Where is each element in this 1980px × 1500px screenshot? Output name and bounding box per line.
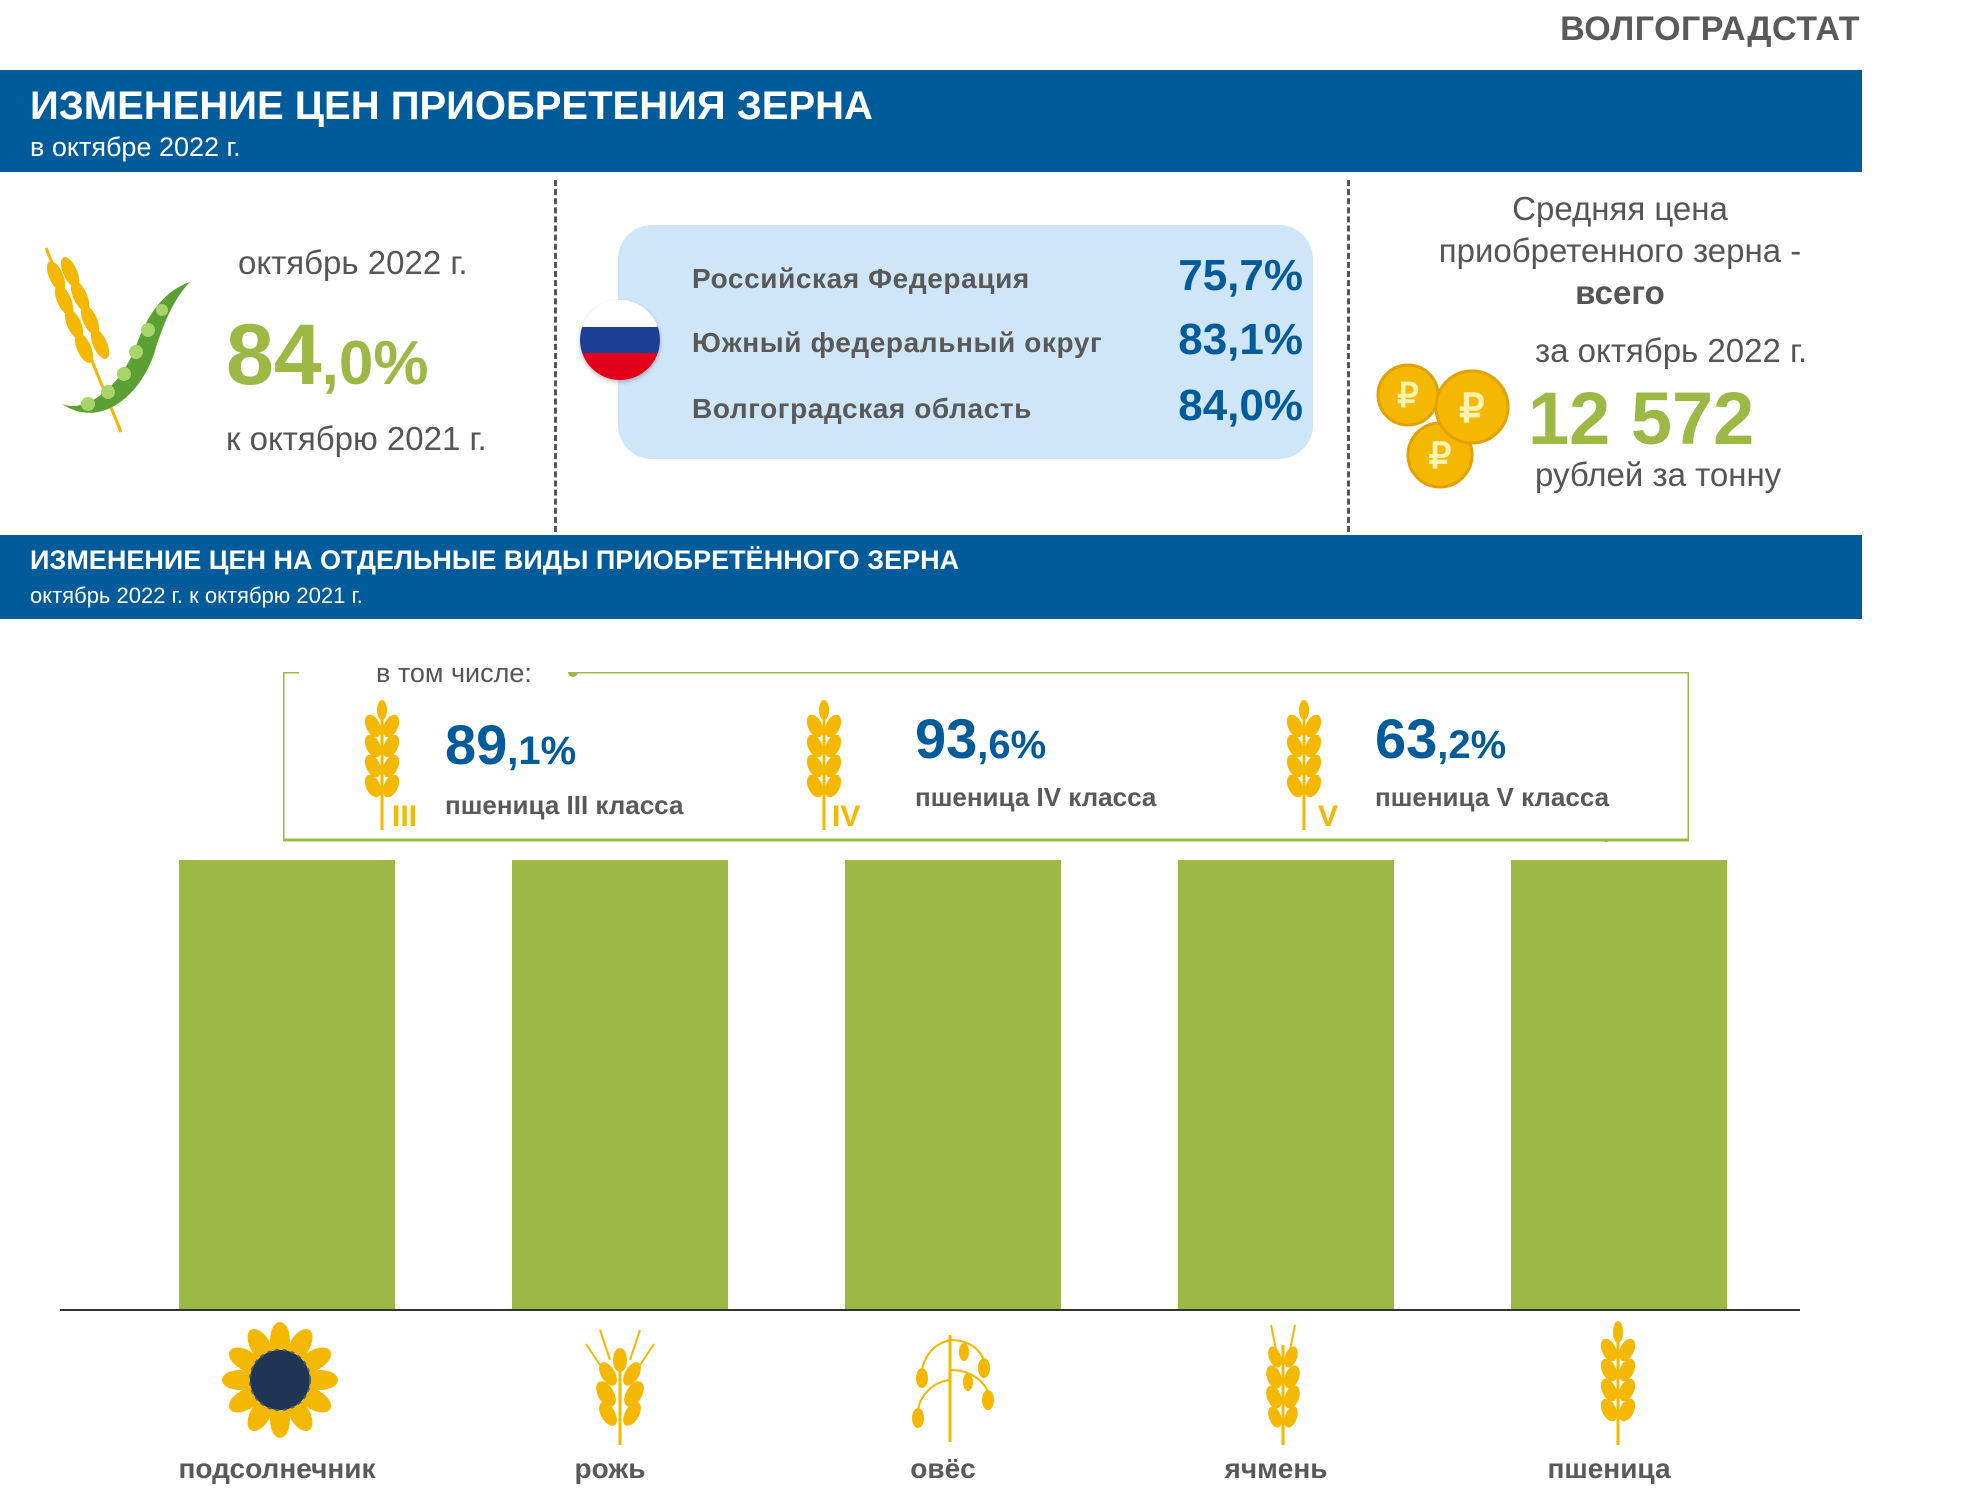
- brand-name: ВОЛГОГРАДСТАТ: [1560, 10, 1860, 48]
- bar-2: [845, 860, 1061, 1310]
- wheat-class-icon: [364, 700, 400, 830]
- bar-4: [1511, 860, 1727, 1310]
- left-value-int: 84: [226, 307, 322, 403]
- wheat-class-roman: V: [1318, 800, 1339, 833]
- avg-price-total: всего: [1575, 274, 1665, 311]
- rye-icon: [585, 1329, 655, 1445]
- bar-1: [512, 860, 728, 1310]
- sunflower-icon: [222, 1322, 338, 1438]
- region-name: Российская Федерация: [692, 263, 1030, 294]
- page-title: ИЗМЕНЕНИЕ ЦЕН ПРИОБРЕТЕНИЯ ЗЕРНА: [30, 84, 873, 128]
- ruble-coins-icon: ₽ ₽ ₽: [1376, 363, 1510, 489]
- wheat-class-icon: [1286, 700, 1322, 830]
- wheat-class-icon: [806, 700, 842, 830]
- barley-icon: [1266, 1324, 1300, 1445]
- category-label: овёс: [910, 1453, 975, 1484]
- category-label: пшеница: [1547, 1453, 1671, 1484]
- wheat-class-value-int: 93: [915, 707, 978, 770]
- oat-icon: [912, 1335, 994, 1442]
- divider-dashed: [554, 180, 557, 532]
- region-row: Южный федеральный округ 83,1%: [692, 309, 1303, 369]
- section-band: ИЗМЕНЕНИЕ ЦЕН НА ОТДЕЛЬНЫЕ ВИДЫ ПРИОБРЕТ…: [0, 535, 1862, 619]
- svg-text:₽: ₽: [1429, 435, 1452, 476]
- section-title: ИЗМЕНЕНИЕ ЦЕН НА ОТДЕЛЬНЫЕ ВИДЫ ПРИОБРЕТ…: [30, 545, 960, 575]
- category-label: ячмень: [1223, 1453, 1327, 1484]
- category-label: рожь: [575, 1453, 646, 1484]
- wheat-class-value: 93,6%: [915, 706, 1046, 771]
- left-compare: к октябрю 2021 г.: [226, 420, 487, 457]
- wheat-class-value-frac: ,6%: [977, 723, 1047, 767]
- wheat-class-value: 63,2%: [1375, 706, 1506, 771]
- region-row: Российская Федерация 75,7%: [692, 245, 1303, 305]
- bar-3: [1178, 860, 1394, 1310]
- region-value: 83,1%: [1178, 315, 1303, 364]
- wheat-class-label: пшеница III класса: [445, 790, 684, 820]
- wheat-class-label: пшеница V класса: [1375, 782, 1610, 812]
- svg-text:₽: ₽: [1397, 377, 1419, 415]
- including-label: в том числе:: [372, 658, 536, 689]
- region-value: 75,7%: [1178, 251, 1303, 300]
- avg-price-title-line: приобретенного зерна -: [1438, 232, 1802, 269]
- avg-price-value: 12 572: [1528, 377, 1755, 460]
- region-name: Волгоградская область: [692, 393, 1032, 424]
- svg-text:₽: ₽: [1459, 387, 1484, 431]
- avg-price-title-line: Средняя цена: [1512, 190, 1728, 227]
- region-value: 84,0%: [1178, 381, 1303, 430]
- wheat-class-roman: IV: [832, 800, 861, 833]
- bar-chart: 64,6подсолнечник66,8рожь68,5овёс87,0ячме…: [60, 860, 1800, 1484]
- wheat-class-value-int: 63: [1375, 707, 1438, 770]
- bar-0: [179, 860, 395, 1310]
- wheat-class-value: 89,1%: [445, 712, 576, 777]
- region-row: Волгоградская область 84,0%: [692, 375, 1303, 435]
- wheat-and-peapod-icon: [44, 247, 190, 433]
- region-name: Южный федеральный округ: [692, 327, 1103, 358]
- wheat-class-value-frac: ,2%: [1437, 723, 1507, 767]
- left-value-frac: ,0%: [321, 329, 429, 398]
- avg-price-title: Средняя цена приобретенного зерна -: [1400, 188, 1840, 272]
- avg-price-period: за октябрь 2022 г.: [1535, 332, 1808, 369]
- wheat-class-roman: III: [392, 800, 418, 833]
- header-band: ИЗМЕНЕНИЕ ЦЕН ПРИОБРЕТЕНИЯ ЗЕРНА в октяб…: [0, 70, 1862, 172]
- left-main-value: 84,0%: [226, 306, 429, 405]
- including-bracket: [283, 672, 1689, 842]
- wheat-icon: [1600, 1321, 1636, 1445]
- wheat-class-value-int: 89: [445, 713, 508, 776]
- wheat-class-value-frac: ,1%: [507, 729, 577, 773]
- region-box: Российская Федерация 75,7% Южный федерал…: [618, 225, 1313, 459]
- divider-dashed: [1347, 180, 1350, 532]
- avg-price-unit: рублей за тонну: [1535, 456, 1782, 493]
- left-period: октябрь 2022 г.: [238, 244, 468, 281]
- russia-flag-icon: [580, 300, 660, 380]
- category-label: подсолнечник: [179, 1453, 377, 1484]
- section-subtitle: октябрь 2022 г. к октябрю 2021 г.: [30, 583, 363, 608]
- wheat-class-label: пшеница IV класса: [915, 782, 1157, 812]
- page-subtitle: в октябре 2022 г.: [30, 132, 241, 162]
